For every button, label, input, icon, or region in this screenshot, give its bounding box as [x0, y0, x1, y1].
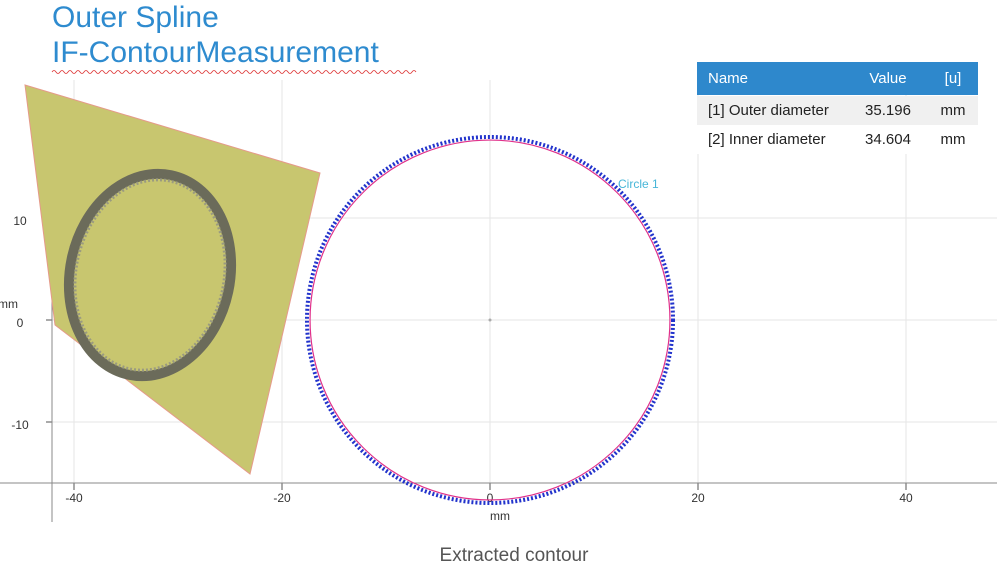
y-tick-label: 10	[13, 214, 27, 228]
caption: Extracted contour	[440, 545, 590, 566]
header-cell: [u]	[945, 70, 962, 87]
table-row	[697, 96, 978, 125]
spline-ring	[63, 168, 237, 382]
x-tick-label: 20	[691, 491, 705, 505]
table-header	[697, 62, 978, 95]
x-tick-label: -20	[273, 491, 291, 505]
x-tick-label: 40	[899, 491, 913, 505]
x-axis-label: mm	[490, 509, 510, 523]
title-line: Outer Spline	[52, 1, 219, 34]
y-tick-label: -10	[11, 418, 29, 432]
table-cell: mm	[941, 102, 966, 119]
circle-annotation: Circle 1	[618, 177, 659, 191]
table-cell: [1] Outer diameter	[708, 102, 829, 119]
title-line: IF-ContourMeasurement	[52, 36, 379, 69]
outer-contour	[304, 134, 676, 506]
header-cell: Name	[708, 70, 748, 87]
table-cell: 35.196	[865, 102, 911, 119]
center-point	[488, 318, 492, 322]
plot: -40 -20 0 20 40 10 0 -10 mm mm Circle 1	[0, 80, 997, 523]
table-cell: 34.604	[865, 131, 911, 148]
section-plane	[24, 84, 321, 475]
spline-ring	[73, 178, 227, 372]
inner-contour	[309, 139, 671, 501]
x-tick-label: -40	[65, 491, 83, 505]
table-cell: mm	[941, 131, 966, 148]
y-axis-label: mm	[0, 297, 18, 311]
y-tick-label: 0	[17, 316, 24, 330]
x-tick-label: 0	[487, 491, 494, 505]
header-cell: Value	[869, 70, 906, 87]
spell-underline	[51, 70, 417, 74]
table-row	[697, 125, 978, 154]
table-cell: [2] Inner diameter	[708, 131, 826, 148]
